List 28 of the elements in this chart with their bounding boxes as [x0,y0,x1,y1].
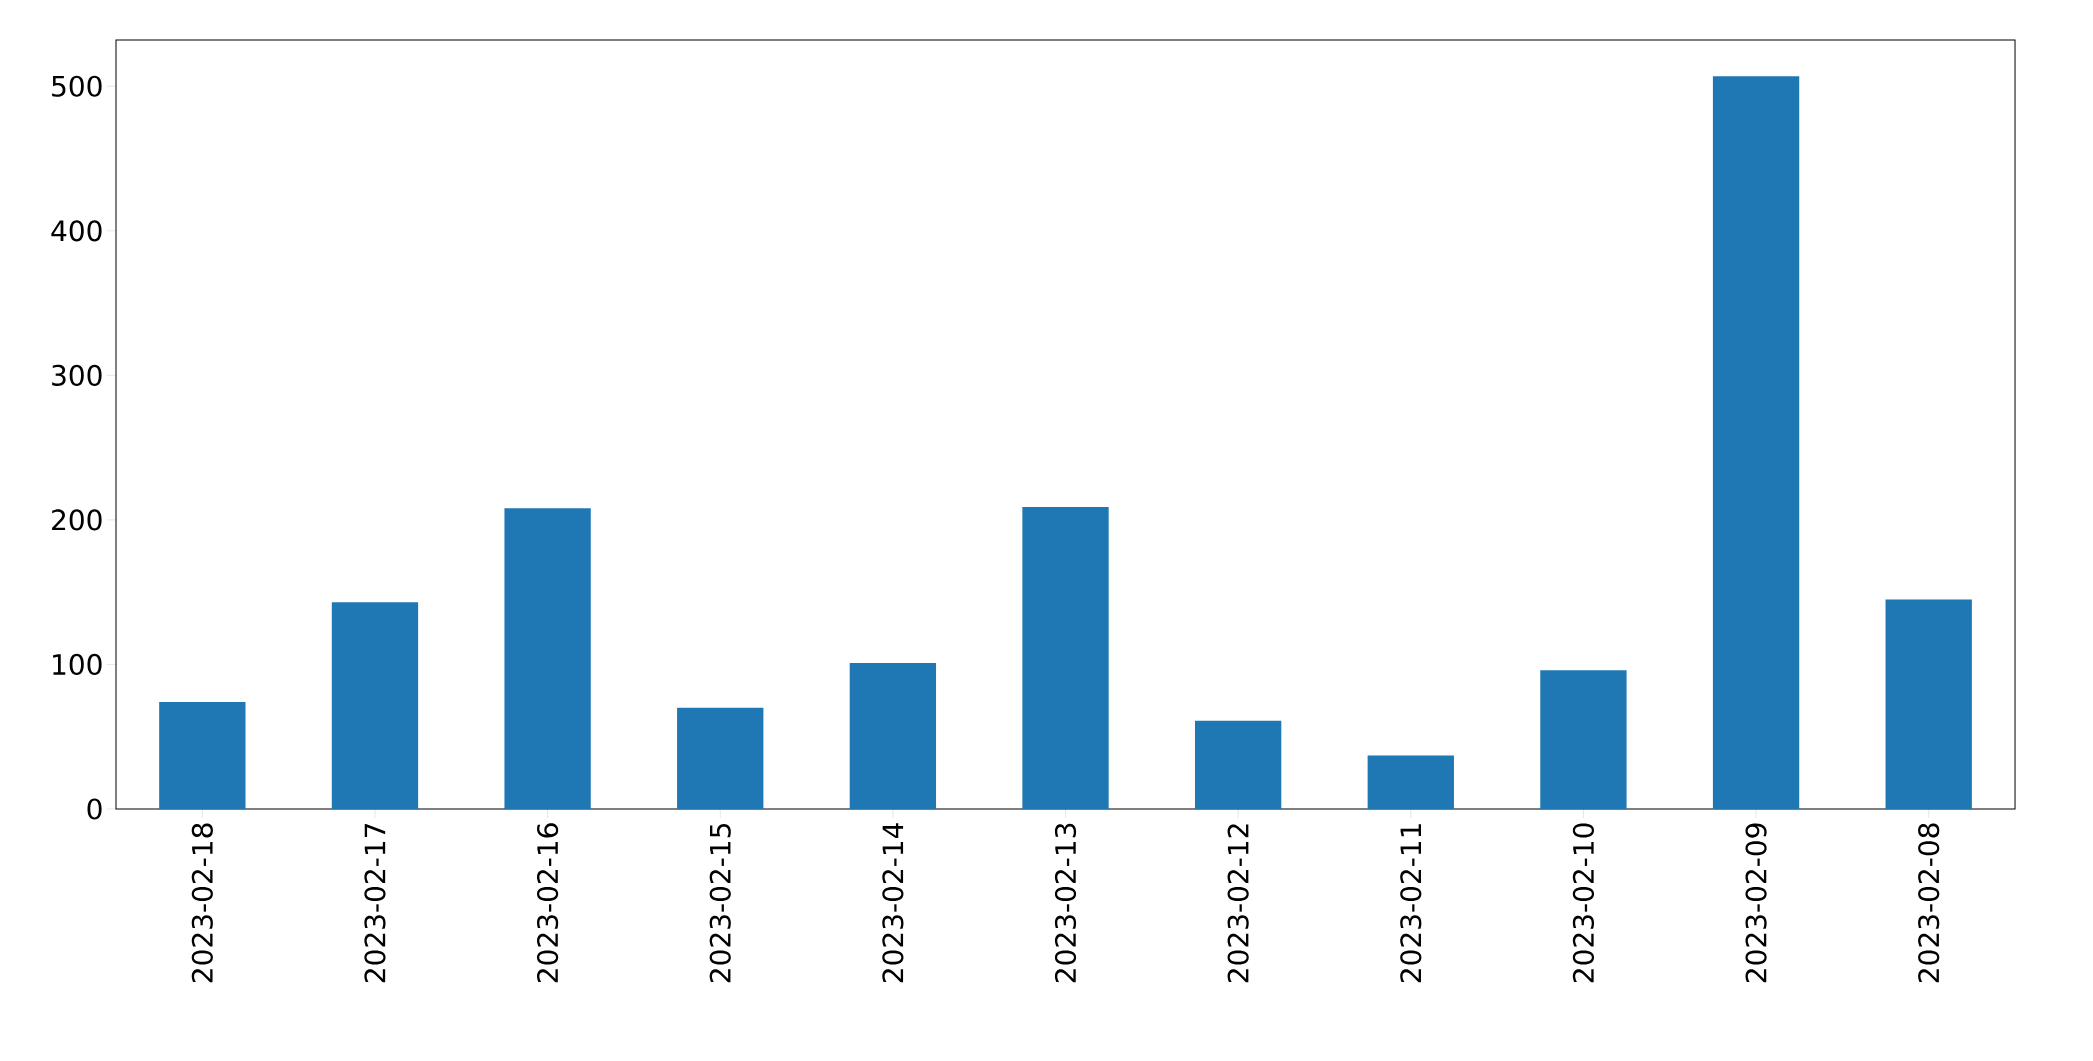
bar [159,702,246,809]
y-tick-label: 500 [52,75,102,97]
x-tick-label: 2023-02-16 [537,823,559,983]
x-tick-label: 2023-02-18 [191,823,213,983]
x-tick-label: 2023-02-17 [364,823,386,983]
x-tick-label: 2023-02-13 [1054,823,1077,983]
bar [331,602,419,809]
bar [504,508,591,809]
bar [1022,506,1109,809]
y-tick-label: 100 [53,653,102,676]
x-tick-label: 2023-02-15 [709,824,731,983]
bar [1367,755,1454,809]
bar [1712,76,1800,809]
x-tick-label: 2023-02-08 [1918,823,1940,983]
x-tick-label: 2023-02-12 [1227,824,1249,983]
x-tick-label: 2023-02-14 [882,823,904,983]
bar [1194,720,1282,809]
y-tick-label: 400 [51,220,102,242]
x-tick-label: 2023-02-11 [1400,824,1422,983]
bar [1885,599,1972,809]
y-tick-label: 0 [87,798,102,820]
bar [849,663,937,809]
y-tick-label: 300 [52,364,102,386]
bar [677,707,764,809]
x-tick-label: 2023-02-10 [1572,823,1595,983]
bar [1540,670,1627,809]
x-tick-label: 2023-02-09 [1745,823,1767,983]
y-tick-label: 200 [52,509,102,531]
